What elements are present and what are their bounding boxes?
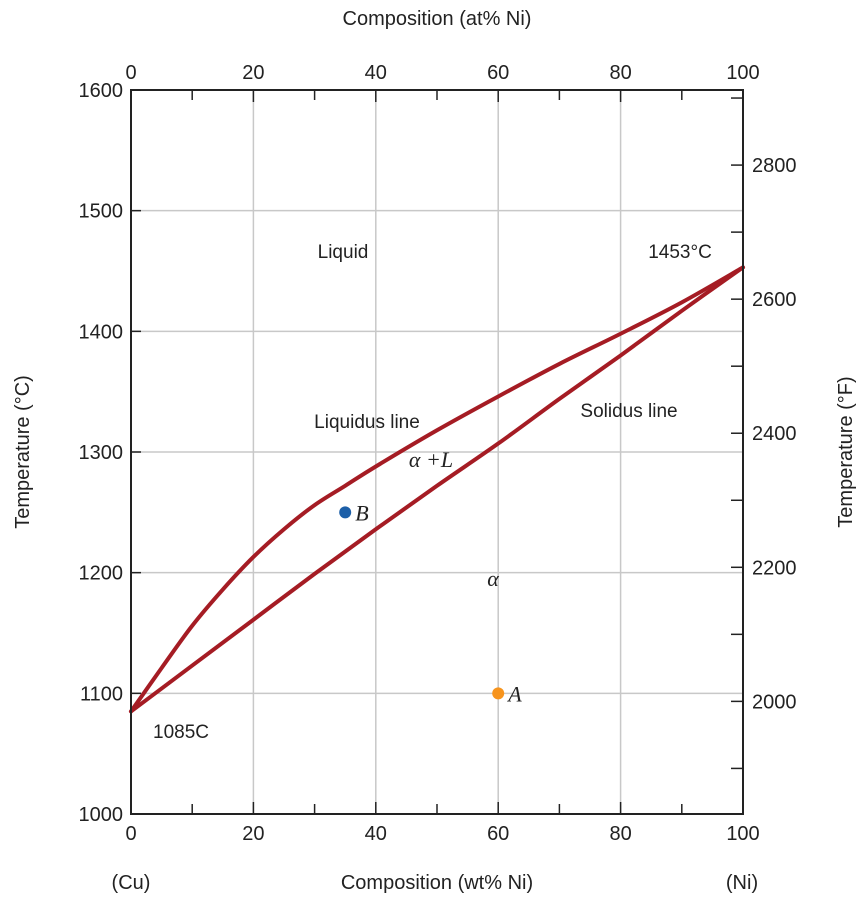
- liquid-region-label: Liquid: [318, 242, 369, 263]
- ni-melting-point-label: 1453°C: [648, 242, 712, 263]
- y-tick-label-1: 1100: [80, 683, 123, 705]
- point-a-label: A: [506, 681, 522, 706]
- two-phase-region-label: α +L: [409, 447, 453, 472]
- y2-tick-label-0: 2000: [752, 691, 797, 713]
- top-axis-title: Composition (at% Ni): [343, 8, 532, 30]
- x-tick-label-4: 80: [609, 823, 631, 845]
- top-tick-label-5: 100: [726, 62, 759, 84]
- top-tick-label-0: 0: [125, 62, 136, 84]
- y2-tick-label-1: 2200: [752, 557, 797, 579]
- point-b-marker: [339, 506, 352, 519]
- plot-frame: [130, 89, 744, 815]
- y-tick-label-3: 1300: [79, 442, 124, 464]
- y2-axis-title: Temperature (°F): [835, 376, 857, 527]
- x-axis-left-end-label: (Cu): [112, 872, 151, 894]
- x-axis-right-end-label: (Ni): [726, 872, 758, 894]
- x-tick-label-5: 100: [726, 823, 759, 845]
- top-tick-label-1: 20: [242, 62, 264, 84]
- liquidus-line-label: Liquidus line: [314, 412, 420, 433]
- y-tick-label-2: 1200: [79, 563, 124, 585]
- y-tick-label-6: 1600: [79, 80, 124, 102]
- y-tick-label-0: 1000: [79, 804, 124, 826]
- axis-ticks: 0 20 40 60 80 1000 20 40 60 80 1001000110012001300…: [79, 62, 797, 845]
- point-b-label: B: [355, 500, 368, 525]
- y2-tick-label-3: 2600: [752, 289, 797, 311]
- top-tick-label-3: 60: [487, 62, 509, 84]
- phase-boundaries: [129, 265, 745, 714]
- point-a-marker: [492, 687, 505, 700]
- y2-tick-label-2: 2400: [752, 423, 797, 445]
- y-axis-title: Temperature (°C): [12, 375, 34, 529]
- top-tick-label-4: 80: [609, 62, 631, 84]
- solidus-line-label: Solidus line: [580, 401, 677, 422]
- top-tick-label-2: 40: [365, 62, 387, 84]
- x-tick-label-1: 20: [242, 823, 264, 845]
- x-axis-title: Composition (wt% Ni): [341, 872, 533, 894]
- solidus-curve: [129, 265, 745, 714]
- x-tick-label-3: 60: [487, 823, 509, 845]
- liquidus-curve: [129, 265, 745, 714]
- y2-tick-label-4: 2800: [752, 155, 797, 177]
- y-tick-label-5: 1500: [79, 201, 124, 223]
- x-tick-label-2: 40: [365, 823, 387, 845]
- alpha-region-label: α: [487, 566, 499, 591]
- x-tick-label-0: 0: [125, 823, 136, 845]
- composition-points: AB: [339, 500, 522, 706]
- y-tick-label-4: 1400: [79, 321, 124, 343]
- cu-melting-point-label: 1085C: [153, 722, 209, 743]
